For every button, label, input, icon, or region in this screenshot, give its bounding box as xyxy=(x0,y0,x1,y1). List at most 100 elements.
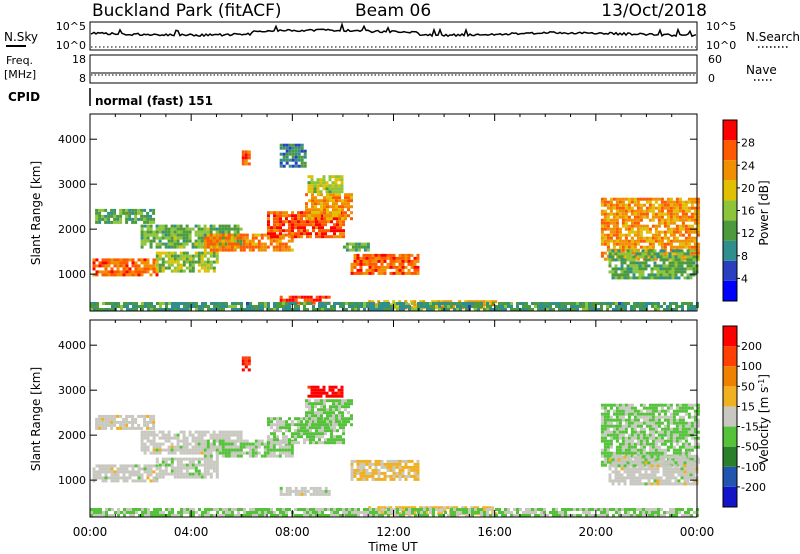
echo-cell xyxy=(180,508,183,511)
echo-cell xyxy=(678,200,682,204)
echo-cell xyxy=(603,427,607,431)
echo-cell xyxy=(440,300,444,304)
echo-cell xyxy=(174,302,177,305)
echo-cell xyxy=(621,508,624,511)
echo-cell xyxy=(233,230,237,234)
echo-cell xyxy=(636,236,640,240)
echo-cell xyxy=(320,405,323,409)
echo-cell xyxy=(320,193,323,197)
echo-cell xyxy=(236,439,240,443)
echo-cell xyxy=(149,217,153,221)
echo-cell xyxy=(654,302,657,305)
echo-cell xyxy=(678,245,682,249)
echo-cell xyxy=(119,264,123,268)
echo-cell xyxy=(354,302,357,305)
echo-cell xyxy=(230,454,234,458)
echo-cell xyxy=(618,514,621,517)
echo-cell xyxy=(218,445,222,449)
echo-cell xyxy=(396,511,399,514)
echo-cell xyxy=(351,305,354,308)
echo-cell xyxy=(350,217,353,221)
echo-cell xyxy=(272,239,276,243)
echo-cell xyxy=(203,475,207,479)
echo-cell xyxy=(116,476,120,480)
echo-cell xyxy=(306,429,309,433)
echo-cell xyxy=(300,214,303,218)
echo-cell xyxy=(276,508,279,511)
freq-label: Freq. xyxy=(6,54,33,67)
echo-cell xyxy=(398,462,402,466)
echo-cell xyxy=(675,308,678,311)
echo-cell xyxy=(458,300,462,304)
echo-cell xyxy=(155,230,159,234)
echo-cell xyxy=(315,226,318,230)
echo-cell xyxy=(618,242,622,246)
echo-cell xyxy=(252,511,255,514)
echo-cell xyxy=(309,514,312,517)
echo-cell xyxy=(206,227,210,231)
echo-cell xyxy=(203,433,207,437)
echo-cell xyxy=(603,511,606,514)
echo-cell xyxy=(627,218,631,222)
echo-cell xyxy=(666,308,669,311)
echo-cell xyxy=(552,514,555,517)
echo-cell xyxy=(149,233,153,237)
echo-cell xyxy=(161,224,165,228)
echo-cell xyxy=(314,202,317,206)
echo-cell xyxy=(654,227,658,231)
echo-cell xyxy=(182,236,186,240)
echo-cell xyxy=(651,415,655,419)
echo-cell xyxy=(375,508,378,511)
echo-cell xyxy=(402,302,405,305)
echo-cell xyxy=(303,426,306,430)
echo-cell xyxy=(254,233,258,237)
echo-cell xyxy=(657,218,661,222)
echo-cell xyxy=(245,439,249,443)
echo-cell xyxy=(140,217,144,221)
echo-cell xyxy=(122,273,126,277)
echo-cell xyxy=(173,269,177,273)
echo-cell xyxy=(677,258,681,262)
echo-cell xyxy=(528,305,531,308)
echo-cell xyxy=(248,442,252,446)
echo-cell xyxy=(471,305,474,308)
echo-cell xyxy=(197,257,201,261)
echo-cell xyxy=(398,256,402,260)
echo-cell xyxy=(687,197,691,201)
echo-cell xyxy=(312,298,316,302)
echo-cell xyxy=(143,236,147,240)
echo-cell xyxy=(614,273,618,277)
echo-cell xyxy=(621,439,625,443)
echo-cell xyxy=(242,233,246,237)
echo-cell xyxy=(300,155,304,159)
echo-cell xyxy=(359,271,363,275)
echo-cell xyxy=(386,265,390,269)
echo-cell xyxy=(107,264,111,268)
echo-cell xyxy=(146,420,150,424)
echo-cell xyxy=(665,264,669,268)
echo-cell xyxy=(276,417,279,421)
echo-cell xyxy=(209,263,213,267)
echo-cell xyxy=(113,208,117,212)
echo-cell xyxy=(320,205,323,209)
echo-cell xyxy=(648,200,652,204)
echo-band xyxy=(90,508,699,517)
echo-cell xyxy=(630,242,634,246)
echo-cell xyxy=(164,260,168,264)
echo-cell xyxy=(669,218,673,222)
echo-cell xyxy=(654,415,658,419)
echo-cell xyxy=(288,232,291,236)
echo-cell xyxy=(612,302,615,305)
echo-cell xyxy=(173,242,177,246)
echo-cell xyxy=(285,492,289,496)
echo-cell xyxy=(278,445,282,449)
echo-cell xyxy=(630,197,634,201)
echo-cell xyxy=(191,263,195,267)
echo-cell xyxy=(297,417,300,421)
echo-cell xyxy=(603,215,607,219)
echo-cell xyxy=(684,203,688,207)
echo-cell xyxy=(696,245,700,249)
echo-cell xyxy=(642,442,646,446)
echo-cell xyxy=(300,417,303,421)
echo-cell xyxy=(306,229,309,233)
